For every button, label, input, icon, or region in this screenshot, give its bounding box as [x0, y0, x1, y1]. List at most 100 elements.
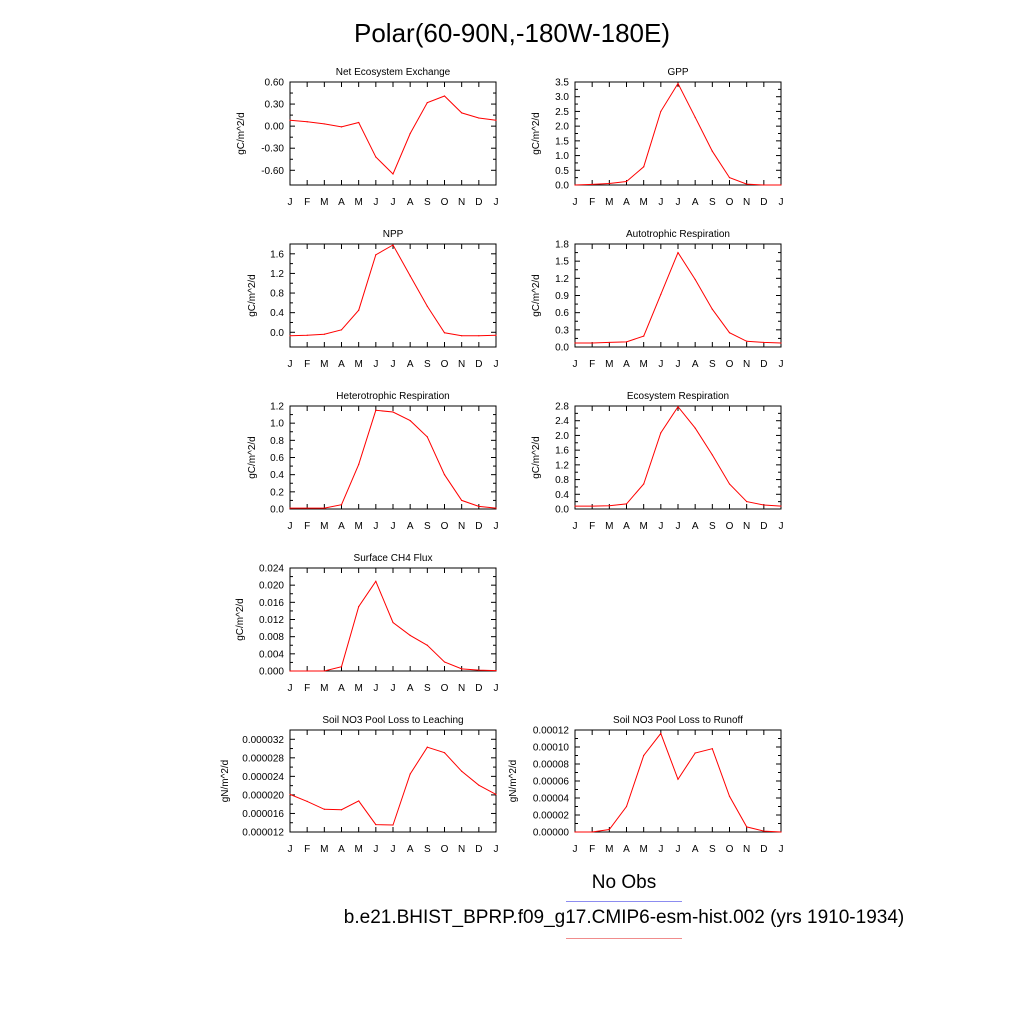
x-tick-label: F — [589, 844, 595, 855]
data-point — [728, 483, 731, 485]
data-point — [409, 132, 411, 135]
data-point — [643, 754, 645, 757]
series-line — [289, 244, 497, 337]
x-tick-label: J — [373, 521, 378, 532]
data-point — [763, 184, 765, 186]
x-tick-label: J — [288, 844, 293, 855]
plot-frame — [289, 567, 497, 672]
data-point — [780, 184, 782, 186]
x-tick-label: N — [458, 359, 465, 370]
data-point — [574, 505, 576, 507]
data-point — [694, 278, 696, 281]
x-tick-label: J — [676, 197, 681, 208]
y-tick-label: 0.30 — [265, 100, 285, 111]
data-point — [746, 826, 748, 828]
data-point — [409, 634, 411, 636]
x-tick-label: J — [779, 359, 784, 370]
x-tick-label: D — [475, 683, 482, 694]
x-tick-label: A — [623, 521, 630, 532]
x-tick-label: M — [320, 197, 328, 208]
panel-6: Surface CH4 Flux gC/m^2/d 0.000 0.004 0.008 0… — [235, 553, 499, 694]
x-tick-label: J — [573, 197, 578, 208]
panel-title: NPP — [383, 229, 404, 240]
x-tick-label: F — [589, 359, 595, 370]
y-tick-label: 0.4 — [555, 490, 569, 501]
x-tick-label: J — [658, 521, 663, 532]
data-point — [340, 329, 343, 331]
data-point — [409, 419, 411, 422]
panel-7: Soil NO3 Pool Loss to Leaching gN/m^2/d 0.… — [220, 715, 499, 855]
data-point — [574, 342, 576, 344]
data-point — [289, 793, 291, 796]
x-tick-label: M — [639, 844, 647, 855]
y-tick-label: 2.4 — [555, 416, 569, 427]
plot-frame — [289, 81, 497, 186]
x-tick-label: D — [760, 197, 767, 208]
data-point — [478, 784, 480, 786]
y-tick-label: 0.3 — [555, 325, 569, 336]
data-point — [426, 102, 428, 104]
x-tick-label: J — [779, 844, 784, 855]
y-tick-label: 0.020 — [259, 581, 284, 592]
x-tick-label: A — [338, 359, 345, 370]
x-tick-label: A — [407, 359, 414, 370]
series-line — [289, 95, 497, 175]
y-tick-label: 0.00000 — [533, 828, 570, 839]
x-tick-label: F — [304, 844, 310, 855]
y-tick-label: 0.6 — [270, 453, 284, 464]
panel-3: Autotrophic Respiration gC/m^2/d 0.0 0.3 0.6… — [531, 229, 784, 370]
y-tick-label: 2.8 — [555, 402, 569, 413]
data-point — [392, 824, 394, 826]
data-point — [763, 504, 765, 506]
x-tick-label: S — [424, 844, 431, 855]
x-tick-label: D — [475, 844, 482, 855]
data-point — [625, 341, 628, 343]
data-point — [443, 661, 446, 663]
data-point — [443, 332, 446, 334]
data-point — [306, 334, 308, 336]
y-tick-label: -0.30 — [261, 144, 284, 155]
plot-frame — [574, 243, 782, 348]
data-point — [409, 773, 411, 775]
x-tick-label: A — [623, 844, 630, 855]
data-point — [746, 340, 748, 342]
x-tick-label: J — [676, 521, 681, 532]
data-point — [340, 666, 343, 668]
data-point — [694, 116, 696, 118]
x-tick-label: M — [320, 844, 328, 855]
data-point — [443, 752, 446, 754]
y-tick-label: 0.000028 — [242, 753, 284, 764]
panel-title: Ecosystem Respiration — [627, 391, 729, 402]
data-point — [643, 483, 645, 485]
x-tick-label: A — [407, 683, 414, 694]
data-point — [694, 427, 696, 429]
x-tick-label: J — [676, 359, 681, 370]
y-axis-label: gN/m^2/d — [508, 760, 519, 803]
x-tick-label: J — [494, 197, 499, 208]
y-tick-label: 2.5 — [555, 107, 569, 118]
data-point — [660, 432, 662, 434]
x-tick-label: S — [424, 683, 431, 694]
x-tick-label: M — [605, 197, 613, 208]
data-point — [478, 669, 480, 671]
x-tick-label: A — [338, 197, 345, 208]
y-tick-label: 0.000032 — [242, 735, 284, 746]
y-tick-label: 0.60 — [265, 78, 285, 89]
data-point — [643, 166, 645, 168]
data-point — [392, 173, 394, 175]
x-tick-label: J — [494, 521, 499, 532]
data-point — [461, 668, 463, 670]
x-tick-label: D — [760, 844, 767, 855]
data-point — [625, 805, 628, 808]
y-tick-label: 0.4 — [270, 470, 284, 481]
data-point — [643, 335, 645, 337]
y-tick-label: 0.5 — [555, 166, 569, 177]
x-tick-label: A — [692, 359, 699, 370]
x-tick-label: J — [573, 521, 578, 532]
x-tick-label: J — [373, 359, 378, 370]
y-axis-label: gC/m^2/d — [236, 112, 247, 155]
x-tick-label: J — [373, 844, 378, 855]
y-axis-label: gC/m^2/d — [531, 112, 542, 155]
